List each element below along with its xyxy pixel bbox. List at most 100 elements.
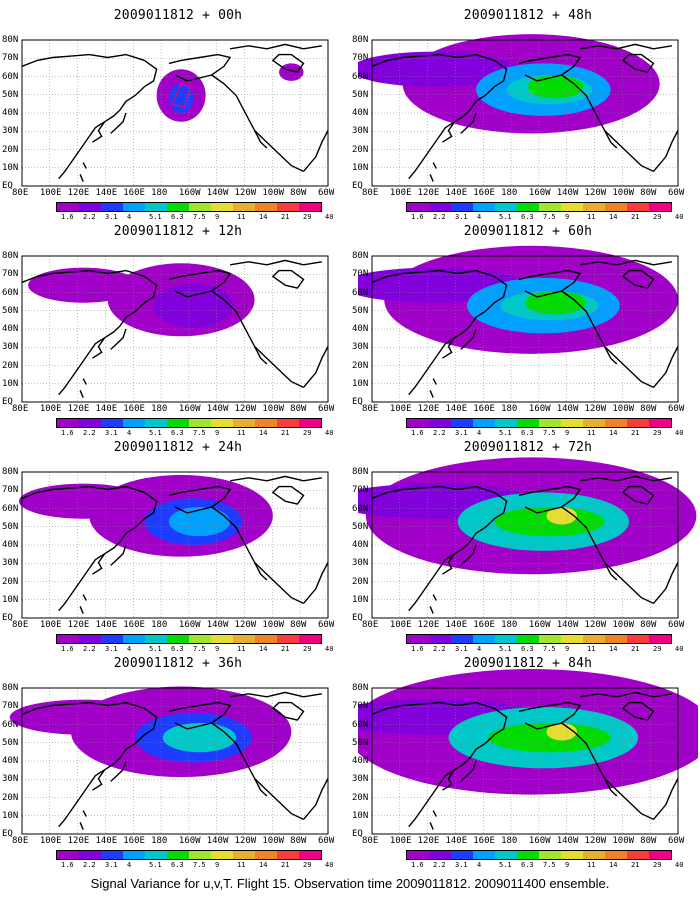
- lon-tick-label: 160W: [528, 620, 551, 630]
- coastline: [79, 594, 87, 614]
- lon-tick-label: 120W: [234, 188, 257, 198]
- lon-tick-label: 80W: [290, 188, 307, 198]
- lon-tick-label: 180: [151, 836, 168, 846]
- panel-title: 2009011812 + 48h: [463, 8, 593, 23]
- coastline: [79, 810, 87, 830]
- coastline: [58, 86, 145, 180]
- colorbar-label: 1.6: [61, 645, 74, 653]
- map-plot: [9, 686, 329, 835]
- lat-tick-label: 70N: [2, 53, 19, 64]
- lat-tick-label: 60N: [2, 719, 19, 730]
- colorbar-label: 9: [565, 861, 570, 869]
- colorbar-label: 11: [237, 645, 246, 653]
- coastline: [110, 112, 127, 134]
- coastline: [21, 701, 158, 736]
- coastline: [168, 485, 232, 514]
- colorbar-label: 29: [303, 429, 312, 437]
- variance-shading: [279, 63, 304, 81]
- colorbar-label: 29: [653, 861, 662, 869]
- coastline: [58, 734, 145, 828]
- plot-frame: [371, 39, 679, 187]
- colorbar-label: 4: [127, 429, 132, 437]
- variance-shading: [153, 283, 234, 328]
- colorbar-swatch: [407, 203, 429, 211]
- coastline: [271, 269, 305, 289]
- colorbar-swatch: [233, 419, 255, 427]
- lon-tick-label: 60W: [318, 620, 335, 630]
- lon-tick-label: 100E: [39, 188, 62, 198]
- colorbar-label: 29: [653, 213, 662, 221]
- colorbar-swatch: [517, 635, 539, 643]
- colorbar-swatch: [451, 851, 473, 859]
- colorbar-label: 11: [237, 429, 246, 437]
- coastline: [79, 162, 87, 182]
- coastline: [253, 346, 268, 365]
- lat-tick-label: 40N: [2, 324, 19, 334]
- plot-frame: [21, 39, 329, 187]
- panel-title: 2009011812 + 60h: [463, 224, 593, 239]
- lon-tick-label: 80E: [362, 836, 379, 846]
- colorbar-label: 40: [325, 213, 334, 221]
- colorbar-label: 21: [631, 861, 640, 869]
- lon-tick-label: 180: [151, 188, 168, 198]
- colorbar-swatch: [145, 635, 167, 643]
- lat-tick-label: 30N: [2, 342, 19, 353]
- colorbar-swatch: [429, 635, 451, 643]
- colorbar-swatch: [407, 635, 429, 643]
- lat-tick-label: 10N: [352, 810, 369, 821]
- colorbar-label: 5.1: [149, 861, 162, 869]
- lon-tick-label: 120E: [67, 188, 90, 198]
- colorbar-label: 6.3: [171, 213, 184, 221]
- colorbar-swatch: [517, 851, 539, 859]
- lat-tick-label: 70N: [2, 485, 19, 496]
- colorbar-label: 21: [631, 645, 640, 653]
- lat-tick-label: 40N: [352, 756, 369, 766]
- colorbar: [406, 202, 672, 212]
- colorbar-label: 21: [631, 429, 640, 437]
- lon-tick-label: 60W: [668, 836, 685, 846]
- colorbar-label: 5.1: [499, 213, 512, 221]
- lat-tick-label: 20N: [2, 144, 19, 155]
- coastline: [518, 485, 582, 514]
- lon-tick-label: 140W: [556, 188, 579, 198]
- colorbar-label: 11: [587, 429, 596, 437]
- lat-tick-label: 80N: [2, 683, 19, 693]
- colorbar-swatch: [79, 635, 101, 643]
- map-panel-p72: 2009011812 + 72h 80N 70N 60N 50N 40N 30N 20N 10N…: [352, 440, 698, 660]
- lat-tick-label: 60N: [2, 71, 19, 82]
- panel-title: 2009011812 + 84h: [463, 656, 593, 671]
- variance-shading: [546, 723, 578, 741]
- lon-tick-label: 140E: [445, 188, 468, 198]
- colorbar-label: 21: [281, 429, 290, 437]
- colorbar-swatch: [299, 635, 321, 643]
- lat-tick-label: 40N: [2, 540, 19, 550]
- colorbar: [406, 418, 672, 428]
- colorbar-swatch: [57, 851, 79, 859]
- colorbar: [56, 634, 322, 644]
- coastline: [518, 701, 582, 730]
- variance-shading: [546, 507, 578, 525]
- lat-tick-label: 50N: [352, 737, 369, 748]
- coastline: [21, 53, 158, 88]
- map-panel-p60: 2009011812 + 60h 80N 70N 60N 50N 40N 30N 20N 10N…: [352, 224, 698, 444]
- lon-tick-label: 80W: [290, 620, 307, 630]
- coastline: [652, 346, 679, 388]
- coastline: [561, 290, 654, 389]
- colorbar-swatch: [233, 203, 255, 211]
- colorbar-swatch: [299, 203, 321, 211]
- lat-tick-label: 30N: [2, 126, 19, 137]
- colorbar-swatch: [473, 203, 495, 211]
- panel-title: 2009011812 + 24h: [113, 440, 243, 455]
- map-plot: [358, 457, 697, 619]
- coastline: [579, 43, 673, 50]
- colorbar-label: 1.6: [411, 213, 424, 221]
- colorbar-label: 4: [127, 213, 132, 221]
- coastline: [408, 734, 495, 828]
- lat-tick-label: 10N: [2, 810, 19, 821]
- colorbar-label: 5.1: [149, 429, 162, 437]
- colorbar-label: 11: [237, 213, 246, 221]
- coastline: [229, 475, 323, 482]
- lat-tick-label: 30N: [352, 774, 369, 785]
- colorbar-label: 40: [675, 861, 684, 869]
- colorbar-swatch: [649, 635, 671, 643]
